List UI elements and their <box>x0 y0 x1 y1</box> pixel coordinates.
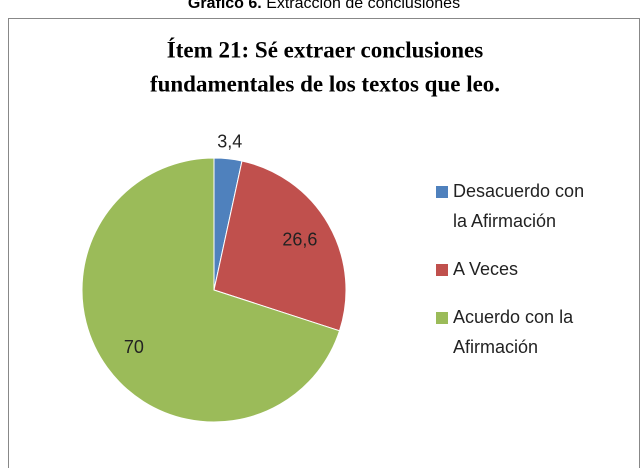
legend-swatch <box>436 312 448 324</box>
data-label: 26,6 <box>282 229 317 249</box>
legend-label: A Veces <box>453 259 518 279</box>
caption-text: Extracción de conclusiones <box>266 0 460 12</box>
data-label: 3,4 <box>217 132 242 152</box>
legend-swatch <box>436 186 448 198</box>
pie-slice <box>81 157 341 423</box>
legend-label: Acuerdo con la Afirmación <box>453 307 578 357</box>
caption: Gráfico 6. Extracción de conclusiones <box>188 0 460 12</box>
data-label: 70 <box>124 337 144 357</box>
chart-title: Ítem 21: Sé extraer conclusiones <box>167 37 483 62</box>
legend-line: Afirmación <box>453 337 538 357</box>
chart-title: fundamentales de los textos que leo. <box>150 71 500 96</box>
caption-label: Gráfico 6. <box>188 0 262 12</box>
pie-slice <box>213 160 347 332</box>
legend-label: Desacuerdo con la Afirmación <box>453 181 589 231</box>
legend-line: Acuerdo con la <box>453 307 578 327</box>
legend-line: A Veces <box>453 259 518 279</box>
legend-line: Desacuerdo con <box>453 181 589 201</box>
legend-swatch <box>436 264 448 276</box>
legend-line: la Afirmación <box>453 211 556 231</box>
